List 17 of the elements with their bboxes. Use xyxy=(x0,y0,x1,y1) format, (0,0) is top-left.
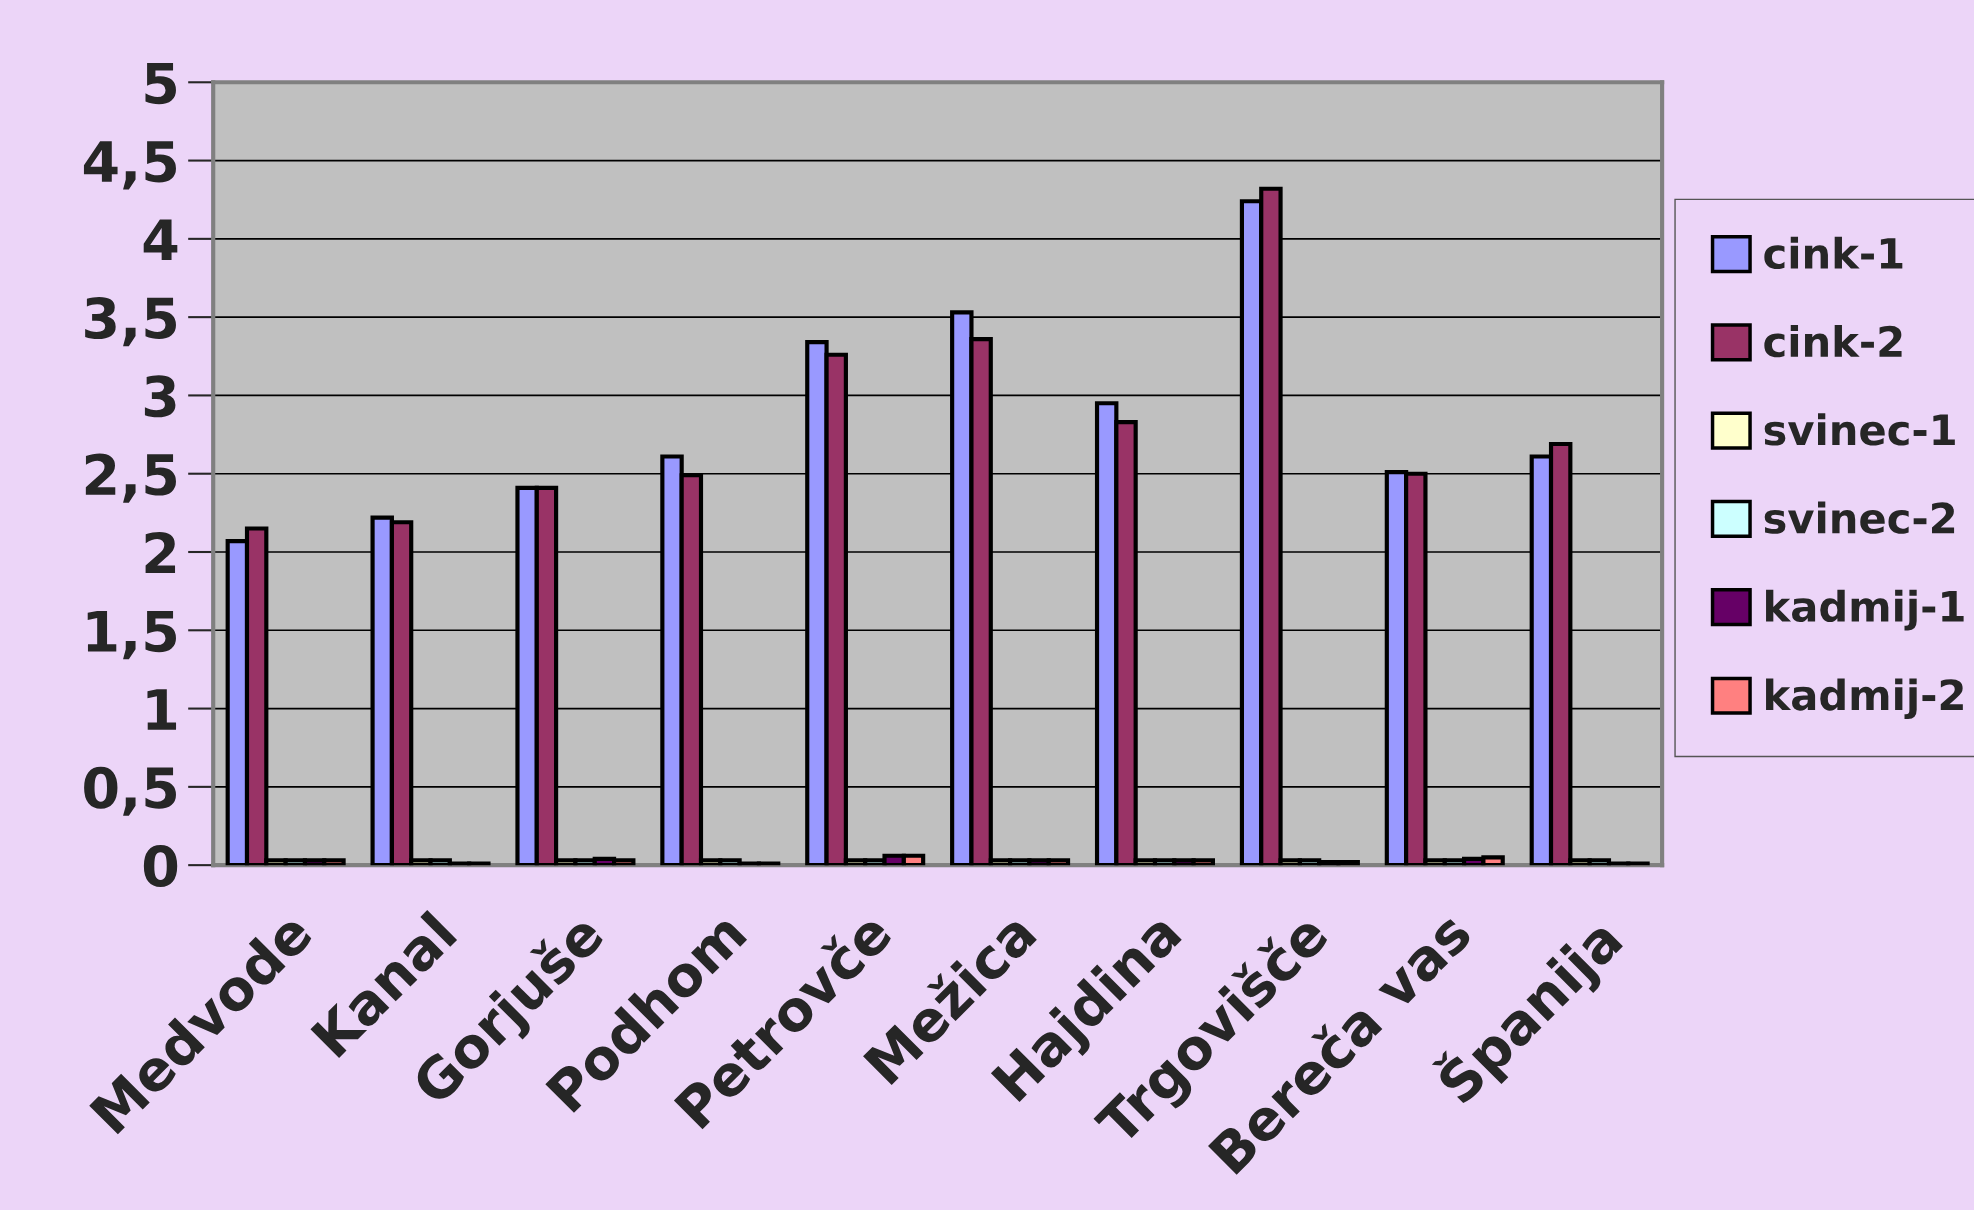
y-tick-label: 0 xyxy=(143,845,178,888)
legend-label: kadmij-1 xyxy=(1766,589,1964,631)
y-tick-label: 0,5 xyxy=(84,766,176,816)
y-tick-label: 2,5 xyxy=(85,453,176,503)
legend-label: kadmij-2 xyxy=(1766,678,1963,720)
legend-label: cink-2 xyxy=(1764,325,1902,358)
y-tick-label: 3,5 xyxy=(85,297,176,347)
y-tick-label: 4,5 xyxy=(83,141,176,190)
legend-label: svinec-1 xyxy=(1764,413,1955,446)
y-tick-label: 3 xyxy=(144,375,176,418)
y-tick-label: 5 xyxy=(145,62,176,105)
legend-label: cink-1 xyxy=(1764,236,1903,270)
y-tick-label: 2 xyxy=(145,531,176,574)
legend-label: svinec-2 xyxy=(1764,501,1955,534)
y-tick-label: 1,5 xyxy=(87,610,176,660)
y-tick-label: 4 xyxy=(143,219,178,260)
y-tick-label: 1 xyxy=(147,689,177,730)
